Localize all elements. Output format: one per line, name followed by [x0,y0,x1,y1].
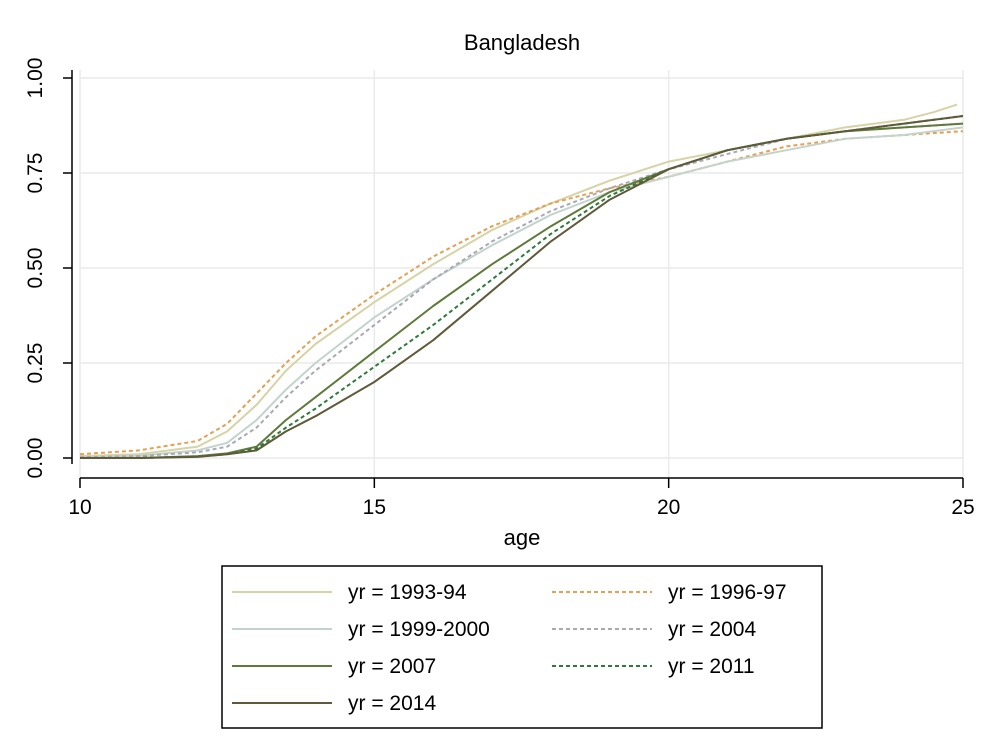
y-tick-label: 0.00 [24,438,47,479]
legend: yr = 1993-94 yr = 1996-97 yr = 1999-2000 yr… [221,565,823,729]
legend-label: yr = 1996-97 [668,581,787,604]
axes [63,70,964,488]
legend-label: yr = 1999-2000 [348,618,490,641]
tick-labels: 0.00 0.25 0.50 0.75 1.00 10 15 20 25 [24,58,975,519]
grid-lines [79,70,964,478]
chart-title: Bangladesh [464,30,580,55]
x-tick-label: 10 [68,496,91,519]
y-tick-label: 1.00 [24,58,47,99]
legend-label: yr = 2004 [668,618,756,641]
legend-label: yr = 2011 [668,655,755,678]
legend-label: yr = 1993-94 [348,581,467,604]
x-tick-label: 25 [951,496,974,519]
series-line-3 [79,126,964,459]
series-lines [79,103,964,459]
y-tick-label: 0.75 [24,153,47,194]
x-tick-label: 20 [657,496,680,519]
x-axis-title: age [504,525,541,550]
series-line-2 [79,130,964,456]
series-line-7 [80,115,964,459]
y-tick-label: 0.50 [24,248,47,289]
legend-label: yr = 2014 [348,692,436,715]
y-tick-label: 0.25 [24,343,47,384]
legend-label: yr = 2007 [348,655,436,678]
x-tick-label: 15 [363,496,386,519]
series-line-1 [79,103,958,458]
